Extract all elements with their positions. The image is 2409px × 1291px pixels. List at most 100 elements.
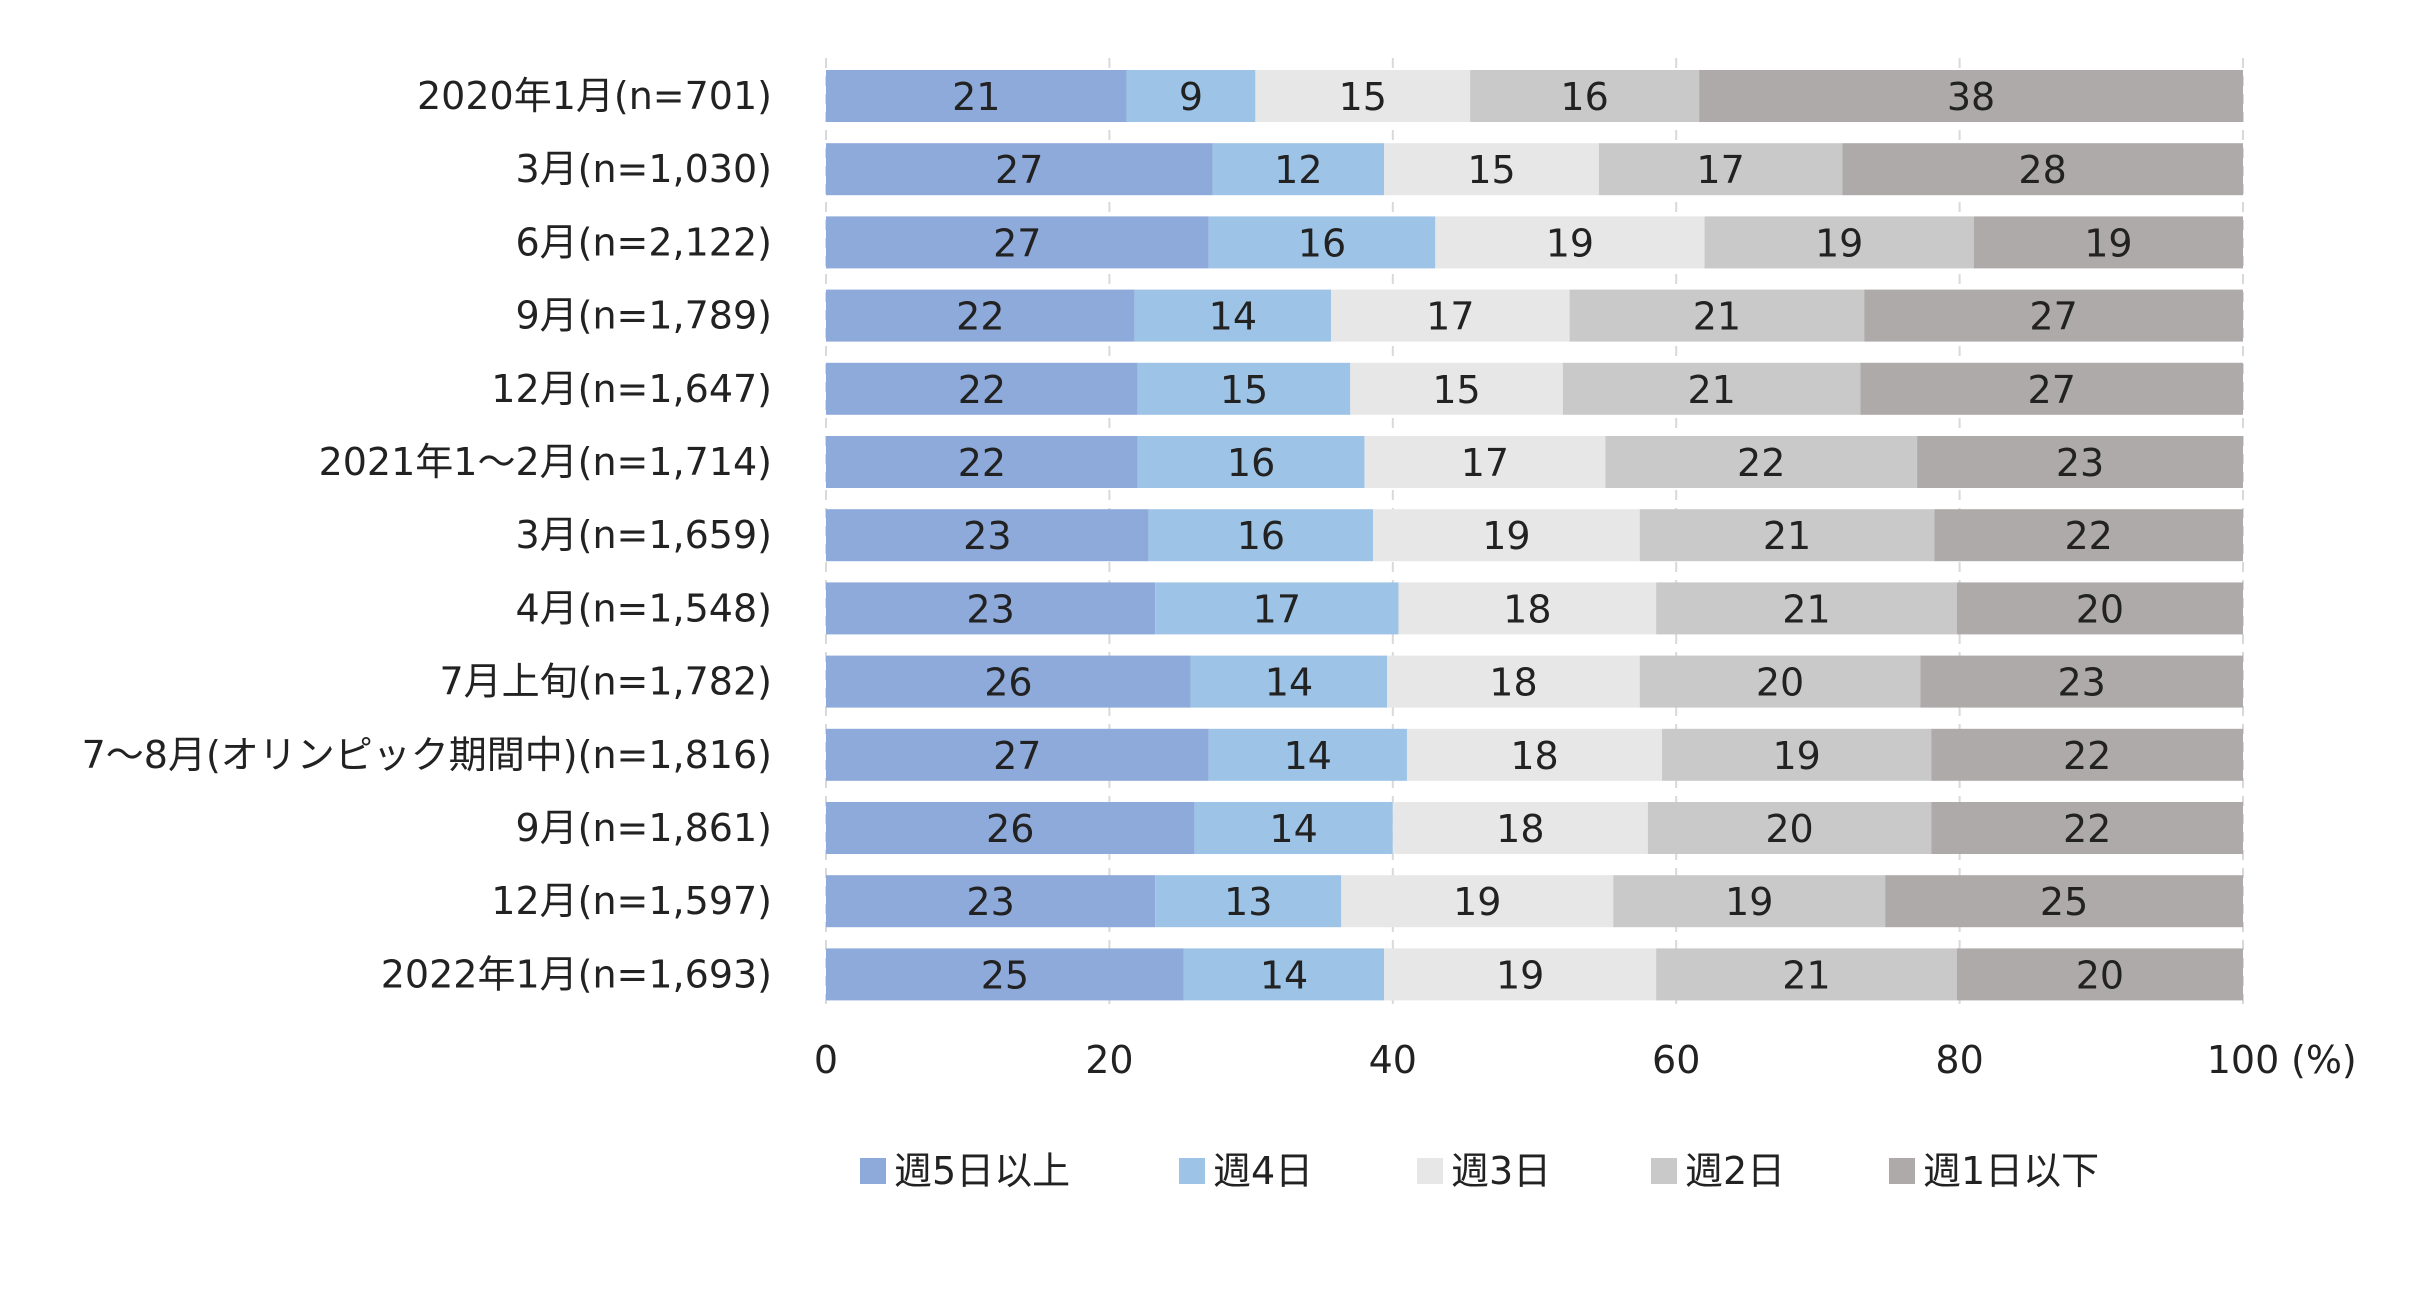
- bar-segment: [826, 655, 1191, 708]
- bar-segment: [1569, 289, 1865, 342]
- bar-segment: [1605, 436, 1918, 488]
- data-label: 22: [958, 441, 1006, 485]
- category-labels: 2020年1月(n=701) 3月(n=1,030) 6月(n=2,122) 9月(n…: [82, 74, 772, 996]
- bar-segment: [826, 143, 1213, 196]
- bar-segment: [1406, 728, 1663, 781]
- legend-swatch: [1889, 1158, 1915, 1184]
- data-label: 25: [2040, 880, 2088, 924]
- bar-segment: [1155, 582, 1399, 635]
- data-label: 20: [2076, 587, 2124, 631]
- x-axis-unit: (%): [2291, 1038, 2357, 1082]
- legend-label: 週5日以上: [894, 1149, 1070, 1193]
- bar-segment: [1350, 362, 1563, 415]
- category-label: 12月(n=1,647): [491, 367, 772, 411]
- bar-segment: [1647, 802, 1932, 854]
- bar-segment: [826, 362, 1138, 415]
- bar-segment: [1639, 655, 1921, 708]
- category-label: 9月(n=1,861): [515, 806, 772, 850]
- bar-segment: [1208, 216, 1436, 269]
- bar-segment: [826, 728, 1209, 781]
- bar-segment: [826, 509, 1149, 562]
- data-label: 15: [1220, 368, 1268, 412]
- bar-segment: [826, 582, 1156, 635]
- data-label: 17: [1253, 587, 1301, 631]
- category-label: 7～8月(オリンピック期間中)(n=1,816): [82, 733, 772, 777]
- bar-segment: [1212, 143, 1385, 196]
- bar-segment: [1183, 948, 1385, 1001]
- data-label: 21: [1687, 368, 1735, 412]
- data-label: 19: [2084, 221, 2132, 265]
- data-label: 23: [2056, 441, 2104, 485]
- bar-segment: [1656, 582, 1957, 635]
- legend: 週5日以上 週4日 週3日 週2日 週1日以下: [860, 1149, 2099, 1193]
- legend-swatch: [860, 1158, 886, 1184]
- data-label: 22: [2064, 514, 2112, 558]
- data-label: 16: [1237, 514, 1285, 558]
- data-label: 18: [1503, 587, 1551, 631]
- legend-label: 週2日: [1685, 1149, 1785, 1193]
- data-label: 16: [1560, 75, 1608, 119]
- data-label: 27: [995, 148, 1043, 192]
- data-label: 16: [1298, 221, 1346, 265]
- category-label: 2020年1月(n=701): [417, 74, 772, 118]
- legend-swatch: [1179, 1158, 1205, 1184]
- data-label: 19: [1496, 953, 1544, 997]
- bar-segment: [1155, 875, 1342, 928]
- data-label: 28: [2018, 148, 2066, 192]
- bar-segment: [1860, 362, 2243, 415]
- bar-segment: [1126, 70, 1256, 122]
- data-label: 15: [1339, 75, 1387, 119]
- bar-segment: [826, 289, 1135, 342]
- bar-segment: [1373, 509, 1640, 562]
- data-label: 14: [1260, 953, 1308, 997]
- bar-segment: [1562, 362, 1861, 415]
- bar-segment: [1398, 582, 1657, 635]
- category-label: 2022年1月(n=1,693): [381, 952, 772, 996]
- legend-label: 週1日以下: [1923, 1149, 2099, 1193]
- bar-segment: [826, 948, 1184, 1001]
- bar-segment: [1208, 728, 1407, 781]
- data-label: 22: [2063, 734, 2111, 778]
- bar-segment: [1190, 655, 1388, 708]
- category-label: 12月(n=1,597): [491, 879, 772, 923]
- data-label: 20: [1756, 661, 1804, 705]
- data-label: 17: [1426, 295, 1474, 339]
- bar-segment: [1435, 216, 1705, 269]
- bar-segment: [1842, 143, 2243, 196]
- data-label: 25: [981, 953, 1029, 997]
- x-tick-label: 60: [1652, 1038, 1700, 1082]
- bar-segment: [1331, 289, 1570, 342]
- data-label: 22: [2063, 807, 2111, 851]
- data-label: 9: [1179, 75, 1203, 119]
- data-label: 20: [1765, 807, 1813, 851]
- bar-segment: [1704, 216, 1974, 269]
- bar-segment: [1387, 655, 1640, 708]
- bar-segment: [1194, 802, 1393, 854]
- data-label: 21: [1693, 295, 1741, 339]
- bar-segment: [1598, 143, 1843, 196]
- data-label: 18: [1489, 661, 1537, 705]
- legend-swatch: [1651, 1158, 1677, 1184]
- bar-segment: [1920, 655, 2243, 708]
- data-label: 27: [993, 221, 1041, 265]
- data-label: 15: [1467, 148, 1515, 192]
- category-label: 9月(n=1,789): [515, 294, 772, 338]
- data-label: 15: [1432, 368, 1480, 412]
- bar-segment: [1917, 436, 2243, 488]
- data-label: 17: [1696, 148, 1744, 192]
- legend-swatch: [1417, 1158, 1443, 1184]
- bar-segment: [1864, 289, 2243, 342]
- data-label: 26: [986, 807, 1034, 851]
- x-axis-ticks: 0 20 40 60 80 100 (%): [814, 1038, 2357, 1082]
- bar-segment: [1134, 289, 1332, 342]
- data-label: 19: [1815, 221, 1863, 265]
- legend-label: 週4日: [1213, 1149, 1313, 1193]
- category-label: 3月(n=1,659): [515, 513, 772, 557]
- data-label: 14: [1284, 734, 1332, 778]
- data-label: 19: [1772, 734, 1820, 778]
- category-label: 4月(n=1,548): [515, 586, 772, 630]
- x-tick-label: 80: [1935, 1038, 1983, 1082]
- bar-segment: [1931, 802, 2243, 854]
